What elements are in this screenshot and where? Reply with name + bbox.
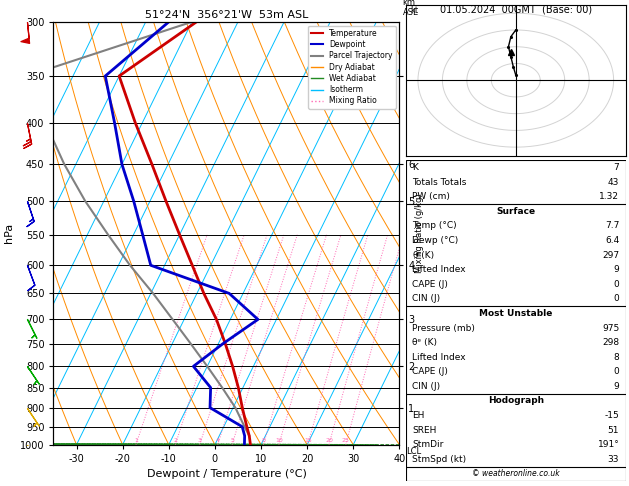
Text: LCL: LCL	[406, 447, 421, 456]
Text: 4: 4	[216, 437, 220, 443]
Text: θᵉ (K): θᵉ (K)	[413, 338, 437, 347]
Text: Pressure (mb): Pressure (mb)	[413, 324, 475, 332]
Text: 298: 298	[602, 338, 619, 347]
Text: 975: 975	[602, 324, 619, 332]
Text: Surface: Surface	[496, 207, 535, 216]
Text: 7.7: 7.7	[605, 222, 619, 230]
Text: 33: 33	[608, 455, 619, 464]
Text: Lifted Index: Lifted Index	[413, 353, 466, 362]
Text: CIN (J): CIN (J)	[413, 382, 440, 391]
Text: © weatheronline.co.uk: © weatheronline.co.uk	[472, 469, 560, 478]
Text: Hodograph: Hodograph	[487, 397, 544, 405]
Text: Lifted Index: Lifted Index	[413, 265, 466, 274]
Text: 297: 297	[602, 251, 619, 260]
Text: StmDir: StmDir	[413, 440, 443, 449]
Text: 8: 8	[613, 353, 619, 362]
Text: 3: 3	[198, 437, 202, 443]
Text: 0: 0	[613, 295, 619, 303]
Text: Totals Totals: Totals Totals	[413, 178, 467, 187]
Text: 9: 9	[613, 265, 619, 274]
Text: 0: 0	[613, 280, 619, 289]
Text: 01.05.2024  00GMT  (Base: 00): 01.05.2024 00GMT (Base: 00)	[440, 5, 592, 15]
Text: CAPE (J): CAPE (J)	[413, 367, 448, 376]
Legend: Temperature, Dewpoint, Parcel Trajectory, Dry Adiabat, Wet Adiabat, Isotherm, Mi: Temperature, Dewpoint, Parcel Trajectory…	[308, 26, 396, 108]
Text: 191°: 191°	[598, 440, 619, 449]
Text: CAPE (J): CAPE (J)	[413, 280, 448, 289]
Text: EH: EH	[413, 411, 425, 420]
Text: 7: 7	[613, 163, 619, 172]
Text: StmSpd (kt): StmSpd (kt)	[413, 455, 467, 464]
Text: K: K	[413, 163, 418, 172]
Text: Most Unstable: Most Unstable	[479, 309, 552, 318]
Text: 1: 1	[134, 437, 138, 443]
Text: 2: 2	[174, 437, 177, 443]
Text: 10: 10	[275, 437, 282, 443]
Text: 9: 9	[613, 382, 619, 391]
Y-axis label: hPa: hPa	[4, 223, 14, 243]
Text: SREH: SREH	[413, 426, 437, 434]
Text: km
ASL: km ASL	[403, 0, 418, 17]
Text: PW (cm): PW (cm)	[413, 192, 450, 201]
Text: 25: 25	[342, 437, 350, 443]
Text: -15: -15	[604, 411, 619, 420]
Text: kt: kt	[411, 6, 419, 15]
Text: Dewp (°C): Dewp (°C)	[413, 236, 459, 245]
Text: 15: 15	[304, 437, 311, 443]
Title: 51°24'N  356°21'W  53m ASL: 51°24'N 356°21'W 53m ASL	[145, 10, 308, 20]
Text: Mixing Ratio (g/kg): Mixing Ratio (g/kg)	[415, 193, 424, 273]
Text: θᵉ(K): θᵉ(K)	[413, 251, 435, 260]
Text: CIN (J): CIN (J)	[413, 295, 440, 303]
Text: 1.32: 1.32	[599, 192, 619, 201]
X-axis label: Dewpoint / Temperature (°C): Dewpoint / Temperature (°C)	[147, 469, 306, 479]
Text: 8: 8	[262, 437, 265, 443]
Text: 43: 43	[608, 178, 619, 187]
Text: 20: 20	[325, 437, 333, 443]
Text: 5: 5	[230, 437, 234, 443]
Text: 51: 51	[608, 426, 619, 434]
Text: Temp (°C): Temp (°C)	[413, 222, 457, 230]
Text: 0: 0	[613, 367, 619, 376]
Text: 6.4: 6.4	[605, 236, 619, 245]
